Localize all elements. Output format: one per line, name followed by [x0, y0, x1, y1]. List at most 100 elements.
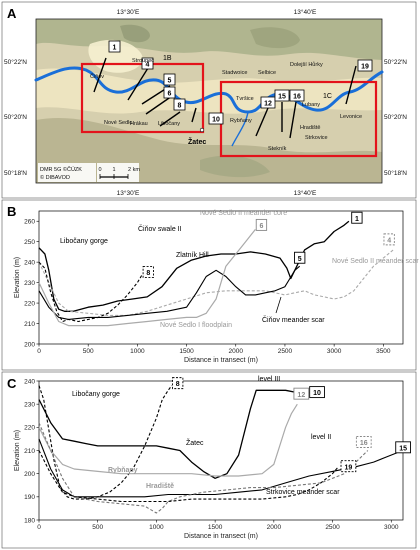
panel-c: C 0 500 1000 1500 2000 2500 3000 180 190 200 210 22…	[1, 371, 417, 549]
x-tick-label: 0	[37, 524, 41, 531]
series-end-label-box	[351, 211, 363, 224]
series-end-label-box	[294, 251, 306, 264]
y-tick-label: 210	[24, 448, 35, 455]
annotation: Žatec	[186, 438, 204, 447]
series-line-5	[38, 265, 301, 320]
y-tick-label: 200	[24, 471, 35, 478]
annotation: Nové Sedlo II meander scar	[332, 258, 419, 265]
transect-lines	[93, 57, 357, 139]
series-line-1	[38, 220, 350, 312]
series-end-label: 8	[176, 381, 180, 388]
river-line	[34, 66, 384, 114]
x-tick-label: 2500	[325, 524, 340, 531]
lon-top-2: 13°40'E	[294, 8, 317, 16]
chart-c-annotations: level III Libočany gorge Žatec level II …	[72, 376, 340, 496]
y-tick-label: 210	[24, 321, 35, 328]
town-marker	[199, 127, 205, 133]
series-end-label: 10	[313, 390, 321, 397]
series-end-label-box	[255, 218, 268, 231]
y-tick-label: 230	[24, 401, 35, 408]
x-tick-label: 500	[83, 348, 94, 355]
svg-text:4: 4	[146, 62, 150, 69]
x-axis-title: Distance in transect (m)	[184, 357, 258, 364]
series-end-label: 6	[259, 223, 263, 230]
series-line-16	[38, 422, 369, 514]
annotation: Zlatník Hill	[176, 252, 209, 259]
place-label: Rybňany	[230, 118, 252, 124]
box-1b-label: 1B	[163, 55, 172, 62]
annotation: Rybňany	[108, 467, 138, 474]
place-label: Libočany	[158, 121, 180, 127]
y-tick-label: 260	[24, 219, 35, 226]
y-tick-label: 220	[24, 425, 35, 432]
series-end-label-box	[355, 436, 372, 448]
transect-label-15: 15	[274, 89, 290, 102]
x-tick-label: 2000	[229, 348, 244, 355]
series-line-6	[38, 229, 256, 327]
transect-label-10: 10	[208, 112, 224, 125]
place-label: Tvršice	[236, 96, 254, 102]
plot-frame	[38, 210, 404, 345]
transect-label-6: 6	[163, 86, 176, 99]
panel-b-letter: B	[7, 204, 16, 219]
svg-text:15: 15	[278, 94, 286, 101]
chart-b: 0 500 1000 1500 2000 2500 3000 3500 200 210 220 230…	[14, 210, 404, 364]
series-end-label: 19	[345, 464, 353, 471]
place-label: Strkovice	[305, 135, 328, 141]
x-tick-label: 3500	[376, 348, 391, 355]
series-end-label-box	[142, 265, 154, 278]
credit-2: © DIBAVOD	[40, 174, 70, 181]
series-end-label-box	[309, 386, 325, 399]
chart-c: 0 500 1000 1500 2000 2500 3000 180 190 200 210 220 2…	[14, 377, 411, 540]
x-tick-label: 2500	[278, 348, 293, 355]
annotation: Strkovice meander scar	[266, 489, 340, 496]
svg-text:10: 10	[212, 117, 220, 124]
place-label: Levonice	[340, 114, 362, 120]
place-label: Hradiště	[300, 125, 320, 131]
panel-b: B 0 500 1000 1500 2000 2500 3000 3500 200 210 220 2…	[1, 199, 419, 371]
series-end-label-box	[172, 377, 184, 390]
transect-label-4: 4	[141, 57, 154, 70]
annotation: Libočany gorge	[60, 238, 108, 245]
transect-label-16: 16	[289, 89, 305, 102]
series-end-label: 1	[355, 216, 359, 223]
scale-2: 2 km	[128, 167, 140, 173]
series-line-4	[38, 249, 394, 316]
scale-0: 0	[98, 167, 101, 173]
lat-right-2: 50°20'N	[384, 113, 407, 121]
svg-text:1: 1	[113, 45, 117, 52]
annotation: level II	[311, 434, 331, 441]
panel-a: A 13°30'E 13°40'E 13°30'E 13°40'E 50°22'…	[1, 1, 417, 199]
x-tick-label: 1500	[208, 524, 223, 531]
series-end-label: 16	[360, 440, 368, 447]
y-tick-label: 200	[24, 341, 35, 348]
y-tick-label: 190	[24, 494, 35, 501]
box-1c-label: 1C	[323, 93, 332, 100]
place-label: Hrákau	[130, 121, 148, 127]
lat-left-2: 50°20'N	[4, 113, 27, 121]
scale-1: 1	[112, 167, 115, 173]
annotation: Hradiště	[146, 483, 174, 490]
svg-text:8: 8	[178, 103, 182, 110]
y-tick-label: 180	[24, 517, 35, 524]
x-tick-label: 2000	[267, 524, 282, 531]
tributary-line	[231, 111, 249, 147]
y-tick-label: 240	[24, 259, 35, 266]
lon-bottom-1: 13°30'E	[117, 189, 140, 197]
x-tick-label: 1500	[179, 348, 194, 355]
series-line-10	[38, 389, 310, 479]
panel-a-letter: A	[7, 6, 17, 21]
place-label: Čiňov	[90, 73, 104, 80]
scale-bar: 0 1 2 km	[97, 163, 140, 182]
place-label: Stroupeč	[132, 58, 154, 64]
series-end-label-box	[395, 441, 411, 454]
y-tick-label: 230	[24, 280, 35, 287]
svg-text:19: 19	[361, 64, 369, 71]
transect-label-19: 19	[357, 59, 373, 72]
series-end-label: 8	[146, 270, 150, 277]
place-label: Stadwoice	[222, 70, 247, 76]
y-tick-label: 220	[24, 300, 35, 307]
place-labels: Čiňov Stroupeč Nové Sedlo Hrákau Libočan…	[90, 58, 362, 152]
svg-text:6: 6	[168, 91, 172, 98]
